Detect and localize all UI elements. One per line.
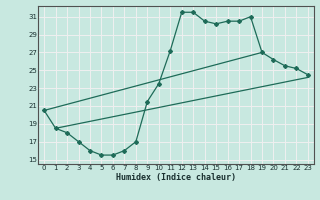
- X-axis label: Humidex (Indice chaleur): Humidex (Indice chaleur): [116, 173, 236, 182]
